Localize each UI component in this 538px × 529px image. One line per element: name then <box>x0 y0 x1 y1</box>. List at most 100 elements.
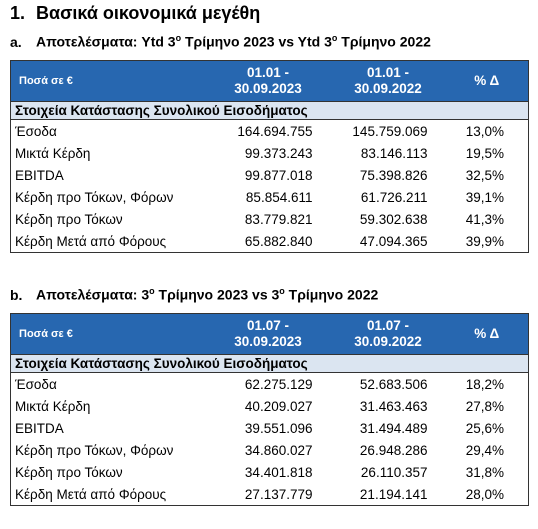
header-line: 30.09.2023 <box>234 334 302 349</box>
cell-value: 85.854.611 <box>245 189 313 205</box>
superscript: ο <box>279 286 285 296</box>
header-line: 30.09.2022 <box>354 334 422 349</box>
data-row: Μικτά Κέρδη 99.373.243 83.146.113 19,5% <box>11 142 529 164</box>
header-cell: 01.07 -30.09.2023 <box>205 313 331 355</box>
row-label: Έσοδα <box>15 123 57 139</box>
cell-value: 27.137.779 <box>244 486 313 502</box>
group-row: Στοιχεία Κατάστασης Συνολικού Εισοδήματο… <box>10 101 529 120</box>
header-cell: Ποσά σε € <box>10 60 206 102</box>
cell-value: 145.759.069 <box>352 123 428 139</box>
header-cell: Ποσά σε € <box>10 313 206 355</box>
header-line: 30.09.2022 <box>354 81 422 96</box>
cell-value: 19,5% <box>465 145 504 161</box>
section-title: b. Αποτελέσματα: 3ο Τρίμηνο 2023 vs 3ο Τρ… <box>10 286 378 303</box>
cell-value: 32,5% <box>465 167 504 183</box>
row-label: Κέρδη Μετά από Φόρους <box>15 486 167 502</box>
section-letter: a. <box>10 33 22 50</box>
cell-value: 83.779.821 <box>244 211 313 227</box>
header-line: 30.09.2023 <box>234 81 302 96</box>
row-label: Κέρδη Μετά από Φόρους <box>15 233 167 249</box>
cell-value: 164.694.755 <box>237 123 313 139</box>
cell-value: 31,8% <box>465 464 504 480</box>
cell-value: 25,6% <box>465 420 504 436</box>
superscript: ο <box>331 33 338 43</box>
data-row: Κέρδη προ Τόκων, Φόρων 85.854.611 61.726.2… <box>11 186 529 208</box>
superscript: ο <box>149 286 155 296</box>
cell-value: 34.401.818 <box>244 464 313 480</box>
header-cell: 01.07 -30.09.2022 <box>330 313 446 355</box>
cell-value: 40.209.027 <box>244 398 313 414</box>
data-row: Κέρδη προ Τόκων 83.779.821 59.302.638 41,3% <box>11 208 529 230</box>
cell-value: 41,3% <box>465 211 504 227</box>
group-label: Στοιχεία Κατάστασης Συνολικού Εισοδήματο… <box>10 354 529 373</box>
cell-value: 31.494.489 <box>359 420 428 436</box>
cell-value: 47.094.365 <box>359 233 428 249</box>
cell-value: 21.194.141 <box>359 486 428 502</box>
heading-number: 1. <box>10 3 26 23</box>
cell-value: 31.463.463 <box>359 398 428 414</box>
row-label: Μικτά Κέρδη <box>15 398 91 414</box>
cell-value: 29,4% <box>465 442 504 458</box>
section-letter: b. <box>10 286 23 303</box>
group-label: Στοιχεία Κατάστασης Συνολικού Εισοδήματο… <box>10 101 529 120</box>
cell-value: 83.146.113 <box>360 145 428 161</box>
row-label: Έσοδα <box>15 376 57 392</box>
title-part: Τρίμηνο 2022 <box>284 286 379 303</box>
group-row: Στοιχεία Κατάστασης Συνολικού Εισοδήματο… <box>10 354 529 373</box>
title-part: Τρίμηνο 2022 <box>337 33 431 50</box>
data-row: EBITDA 99.877.018 75.398.826 32,5% <box>11 164 529 186</box>
header-line: Ποσά σε € <box>19 328 73 340</box>
title-part: Αποτελέσματα: Ytd 3 <box>36 33 176 50</box>
heading: 1. Βασικά οικονομικά μεγέθη <box>10 3 260 24</box>
data-row: Μικτά Κέρδη 40.209.027 31.463.463 27,8% <box>11 395 529 417</box>
financial-table: Ποσά σε €01.07 -30.09.2023 01.07 -30.09.2… <box>10 313 529 506</box>
data-row: Κέρδη προ Τόκων 34.401.818 26.110.357 31,8% <box>11 461 529 483</box>
cell-value: 99.373.243 <box>244 145 313 161</box>
financial-table: Ποσά σε €01.01 -30.09.2023 01.01 -30.09.2… <box>10 60 529 253</box>
row-label: Κέρδη προ Τόκων <box>15 464 123 480</box>
cell-value: 59.302.638 <box>359 211 428 227</box>
cell-value: 26.110.357 <box>360 464 428 480</box>
header-cell: % Δ <box>445 60 529 102</box>
cell-value: 52.683.506 <box>359 376 428 392</box>
cell-value: 39,1% <box>465 189 504 205</box>
row-label: EBITDA <box>15 420 64 436</box>
row-label: Κέρδη προ Τόκων <box>15 211 123 227</box>
section-title: a. Αποτελέσματα: Ytd 3 ο Τρίμηνο 2023 vs Y… <box>10 33 431 50</box>
header-cell: % Δ <box>445 313 529 355</box>
cell-value: 65.882.840 <box>244 233 313 249</box>
header-line: 01.07 - <box>246 318 290 333</box>
row-label: EBITDA <box>15 167 64 183</box>
row-label: Κέρδη προ Τόκων, Φόρων <box>15 442 174 458</box>
cell-value: 27,8% <box>465 398 504 414</box>
header-cell: 01.01 -30.09.2023 <box>205 60 331 102</box>
header-line: 01.01 - <box>246 65 290 80</box>
cell-value: 62.275.129 <box>244 376 313 392</box>
header-row: Ποσά σε €01.01 -30.09.2023 01.01 -30.09.2… <box>10 60 529 102</box>
data-row: Κέρδη Μετά από Φόρους 65.882.840 47.094.36… <box>11 230 529 253</box>
row-label: Κέρδη προ Τόκων, Φόρων <box>15 189 174 205</box>
cell-value: 99.877.018 <box>244 167 313 183</box>
cell-value: 26.948.286 <box>359 442 428 458</box>
data-row: Κέρδη προ Τόκων, Φόρων 34.860.027 26.948.2… <box>11 439 529 461</box>
title-part: Τρίμηνο 2023 vs 3 <box>154 286 280 303</box>
cell-value: 39,9% <box>465 233 504 249</box>
data-row: EBITDA 39.551.096 31.494.489 25,6% <box>11 417 529 439</box>
heading-text: Βασικά οικονομικά μεγέθη <box>36 3 261 23</box>
header-line: % Δ <box>474 326 500 341</box>
data-row: Έσοδα 164.694.755 145.759.069 13,0% <box>11 120 529 143</box>
cell-value: 28,0% <box>465 486 504 502</box>
cell-value: 34.860.027 <box>244 442 313 458</box>
title-part: Τρίμηνο 2023 vs Ytd 3 <box>181 33 332 50</box>
data-row: Κέρδη Μετά από Φόρους 27.137.779 21.194.14… <box>11 483 529 506</box>
header-cell: 01.01 -30.09.2022 <box>330 60 446 102</box>
header-line: Ποσά σε € <box>19 75 73 87</box>
header-line: 01.01 - <box>366 65 410 80</box>
cell-value: 61.726.211 <box>360 189 428 205</box>
header-row: Ποσά σε €01.07 -30.09.2023 01.07 -30.09.2… <box>10 313 529 355</box>
cell-value: 39.551.096 <box>244 420 313 436</box>
cell-value: 13,0% <box>465 123 504 139</box>
header-line: 01.07 - <box>366 318 410 333</box>
cell-value: 75.398.826 <box>359 167 428 183</box>
